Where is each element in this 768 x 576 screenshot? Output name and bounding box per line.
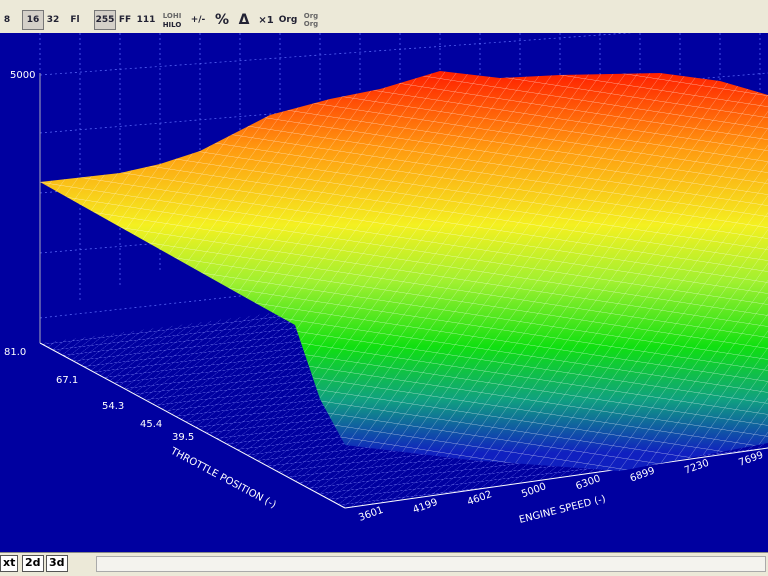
scrollbar[interactable] (96, 556, 766, 572)
button[interactable]: 8 (3, 15, 11, 25)
button[interactable]: Δ (238, 12, 250, 28)
axis-line (39, 342, 346, 509)
z-tick-label: 5000 (10, 70, 35, 81)
button[interactable]: Org (303, 12, 319, 20)
button[interactable]: LOHI (162, 12, 182, 20)
tick-label: 45.4 (140, 419, 162, 430)
button[interactable]: Fl (70, 15, 80, 25)
axis-line (344, 447, 768, 509)
button[interactable]: 255 (94, 10, 116, 30)
throttle-axis: 81.0 67.1 54.3 45.4 39.5 (4, 347, 194, 443)
button[interactable]: Org (278, 15, 298, 25)
tab[interactable]: xt (0, 555, 19, 572)
button[interactable]: FF (118, 15, 132, 25)
tab[interactable]: 2d (22, 555, 44, 572)
button[interactable]: 16 (22, 10, 44, 30)
tick-label: 54.3 (102, 401, 124, 412)
button[interactable]: % (214, 12, 230, 28)
button[interactable]: 111 (136, 15, 156, 25)
surface (40, 71, 768, 471)
button[interactable]: 32 (46, 15, 60, 25)
tab[interactable]: 3d (46, 555, 68, 572)
button[interactable]: +/- (190, 15, 206, 25)
tick-label: 81.0 (4, 347, 26, 358)
toolbar: 8 16 32 Fl 255 FF 111 LOHI HILO +/- % Δ … (0, 0, 768, 34)
tick-label: 67.1 (56, 375, 78, 386)
button[interactable]: Org (303, 20, 319, 28)
tab-bar: xt 2d 3d (0, 552, 768, 576)
button[interactable]: HILO (162, 20, 182, 29)
button[interactable]: ×1 (258, 14, 274, 26)
surface-view: 5000 81.067.154.345.439.5 3601 4199 4602 50… (0, 33, 768, 552)
tick-label: 39.5 (172, 432, 194, 443)
